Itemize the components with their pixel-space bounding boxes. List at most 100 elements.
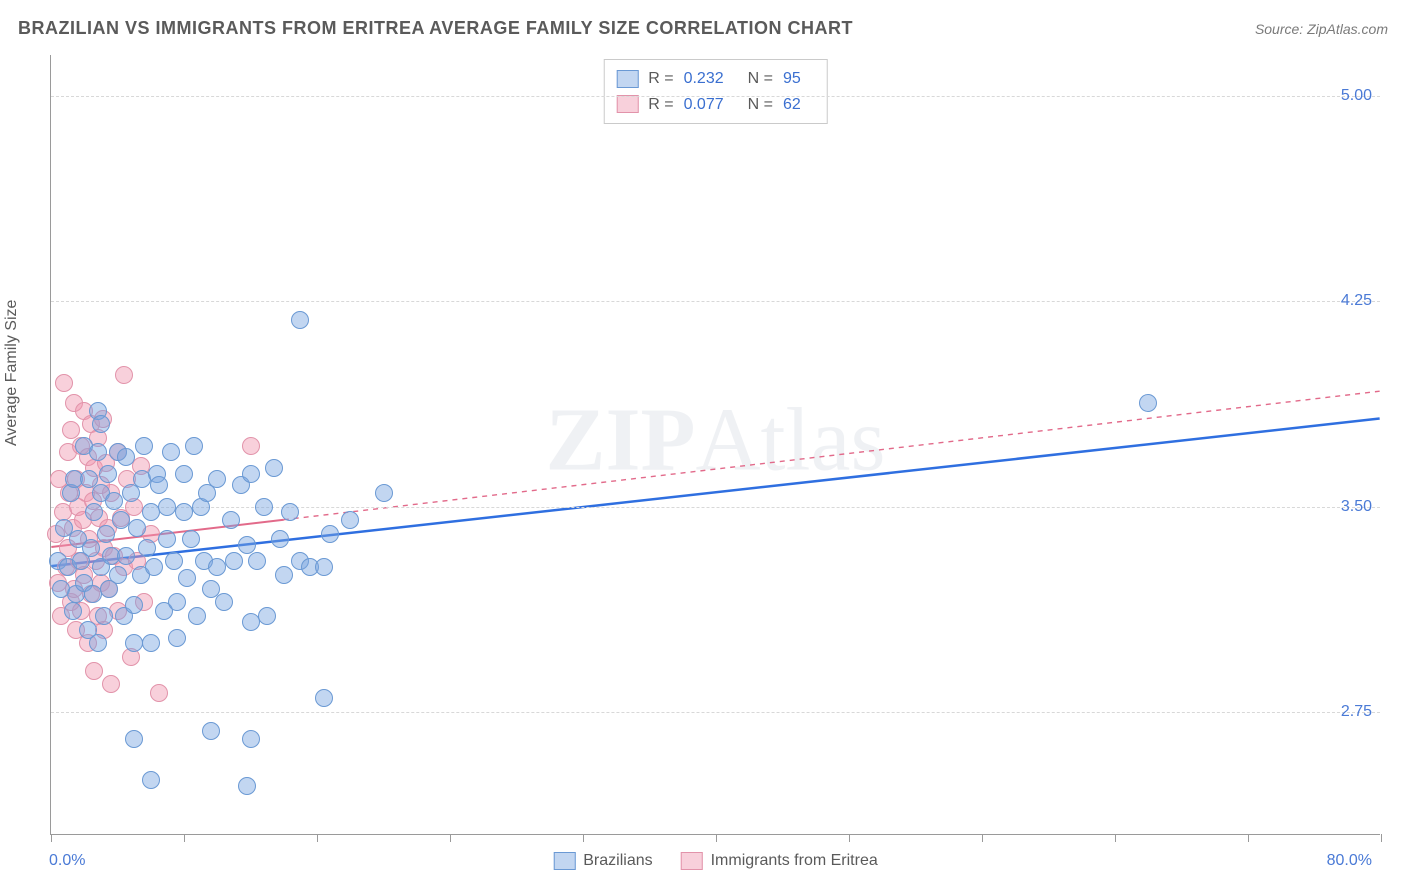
data-point (99, 465, 117, 483)
gridline (51, 507, 1380, 508)
x-tick (450, 834, 451, 842)
x-tick (716, 834, 717, 842)
data-point (222, 511, 240, 529)
data-point (291, 311, 309, 329)
x-tick (184, 834, 185, 842)
plot-area: ZIPAtlas R = 0.232 N = 95 R = 0.077 N = … (50, 55, 1380, 835)
legend-series: Brazilians Immigrants from Eritrea (553, 852, 878, 870)
data-point (178, 569, 196, 587)
data-point (242, 730, 260, 748)
x-tick (1381, 834, 1382, 842)
data-point (95, 607, 113, 625)
watermark-light: Atlas (696, 390, 886, 489)
data-point (128, 519, 146, 537)
data-point (109, 566, 127, 584)
data-point (150, 476, 168, 494)
data-point (238, 777, 256, 795)
data-point (102, 675, 120, 693)
data-point (64, 602, 82, 620)
data-point (125, 730, 143, 748)
legend-label-brazilians: Brazilians (583, 852, 652, 870)
r-label: R = (648, 66, 673, 92)
data-point (142, 771, 160, 789)
swatch-brazilians (616, 70, 638, 88)
gridline (51, 712, 1380, 713)
data-point (82, 539, 100, 557)
x-min-label: 0.0% (49, 852, 85, 870)
data-point (375, 484, 393, 502)
swatch-eritrea (616, 95, 638, 113)
data-point (175, 465, 193, 483)
data-point (84, 585, 102, 603)
data-point (265, 459, 283, 477)
r-value-brazilians: 0.232 (684, 66, 724, 92)
x-tick (51, 834, 52, 842)
data-point (97, 525, 115, 543)
data-point (315, 689, 333, 707)
y-axis-label: Average Family Size (3, 300, 21, 446)
y-tick-label: 4.25 (1341, 292, 1372, 310)
data-point (208, 470, 226, 488)
data-point (117, 448, 135, 466)
data-point (271, 530, 289, 548)
data-point (125, 634, 143, 652)
data-point (321, 525, 339, 543)
legend-item-brazilians: Brazilians (553, 852, 652, 870)
data-point (255, 498, 273, 516)
watermark-bold: ZIP (545, 390, 695, 489)
data-point (89, 443, 107, 461)
data-point (142, 503, 160, 521)
data-point (315, 558, 333, 576)
data-point (85, 503, 103, 521)
data-point (242, 437, 260, 455)
data-point (158, 530, 176, 548)
data-point (105, 492, 123, 510)
x-tick (982, 834, 983, 842)
data-point (238, 536, 256, 554)
data-point (341, 511, 359, 529)
legend-row-brazilians: R = 0.232 N = 95 (616, 66, 815, 92)
data-point (275, 566, 293, 584)
legend-item-eritrea: Immigrants from Eritrea (681, 852, 878, 870)
x-tick (849, 834, 850, 842)
data-point (165, 552, 183, 570)
data-point (208, 558, 226, 576)
n-label: N = (748, 66, 773, 92)
data-point (248, 552, 266, 570)
data-point (215, 593, 233, 611)
data-point (142, 634, 160, 652)
data-point (1139, 394, 1157, 412)
x-tick (1248, 834, 1249, 842)
data-point (202, 722, 220, 740)
data-point (258, 607, 276, 625)
data-point (242, 465, 260, 483)
data-point (168, 629, 186, 647)
data-point (145, 558, 163, 576)
data-point (150, 684, 168, 702)
gridline (51, 96, 1380, 97)
data-point (55, 374, 73, 392)
data-point (158, 498, 176, 516)
x-tick (317, 834, 318, 842)
data-point (168, 593, 186, 611)
chart-source: Source: ZipAtlas.com (1255, 21, 1388, 37)
y-tick-label: 2.75 (1341, 703, 1372, 721)
data-point (85, 662, 103, 680)
data-point (138, 539, 156, 557)
n-value-brazilians: 95 (783, 66, 801, 92)
data-point (115, 366, 133, 384)
x-tick (1115, 834, 1116, 842)
legend-label-eritrea: Immigrants from Eritrea (711, 852, 878, 870)
data-point (112, 511, 130, 529)
legend-correlation: R = 0.232 N = 95 R = 0.077 N = 62 (603, 59, 828, 124)
data-point (92, 415, 110, 433)
data-point (62, 421, 80, 439)
data-point (175, 503, 193, 521)
x-tick (583, 834, 584, 842)
data-point (162, 443, 180, 461)
gridline (51, 301, 1380, 302)
swatch-brazilians-btm (553, 852, 575, 870)
data-point (281, 503, 299, 521)
y-tick-label: 3.50 (1341, 498, 1372, 516)
data-point (135, 437, 153, 455)
